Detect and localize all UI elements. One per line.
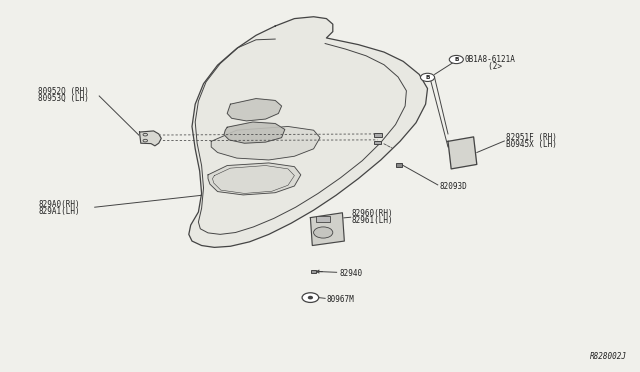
Circle shape xyxy=(449,55,463,64)
Circle shape xyxy=(314,227,333,238)
Polygon shape xyxy=(448,137,477,169)
Text: B0945X (LH): B0945X (LH) xyxy=(506,140,556,149)
Text: B: B xyxy=(426,75,429,80)
Polygon shape xyxy=(140,131,161,146)
Text: 829A0(RH): 829A0(RH) xyxy=(38,200,80,209)
Text: 82960(RH): 82960(RH) xyxy=(352,209,394,218)
Circle shape xyxy=(308,296,312,299)
Polygon shape xyxy=(227,99,282,121)
Text: B: B xyxy=(454,57,458,62)
Polygon shape xyxy=(310,213,344,246)
Circle shape xyxy=(302,293,319,302)
Polygon shape xyxy=(208,163,301,195)
Circle shape xyxy=(420,73,435,81)
Polygon shape xyxy=(224,122,285,143)
Text: 829A1(LH): 829A1(LH) xyxy=(38,207,80,216)
FancyBboxPatch shape xyxy=(396,163,402,167)
Text: R828002J: R828002J xyxy=(590,352,627,361)
FancyBboxPatch shape xyxy=(316,216,330,222)
FancyBboxPatch shape xyxy=(374,141,381,144)
Text: 82961(LH): 82961(LH) xyxy=(352,216,394,225)
Polygon shape xyxy=(211,126,320,160)
Text: 80967M: 80967M xyxy=(326,295,354,304)
FancyBboxPatch shape xyxy=(311,270,316,273)
Text: 0B1A8-6121A: 0B1A8-6121A xyxy=(465,55,515,64)
FancyBboxPatch shape xyxy=(374,133,382,137)
Text: 82951F (RH): 82951F (RH) xyxy=(506,133,556,142)
Polygon shape xyxy=(189,17,428,247)
Text: 82940: 82940 xyxy=(339,269,362,278)
Text: 80952Q (RH): 80952Q (RH) xyxy=(38,87,89,96)
Text: 82093D: 82093D xyxy=(439,182,467,190)
Text: (2>: (2> xyxy=(465,62,502,71)
Text: 80953Q (LH): 80953Q (LH) xyxy=(38,94,89,103)
